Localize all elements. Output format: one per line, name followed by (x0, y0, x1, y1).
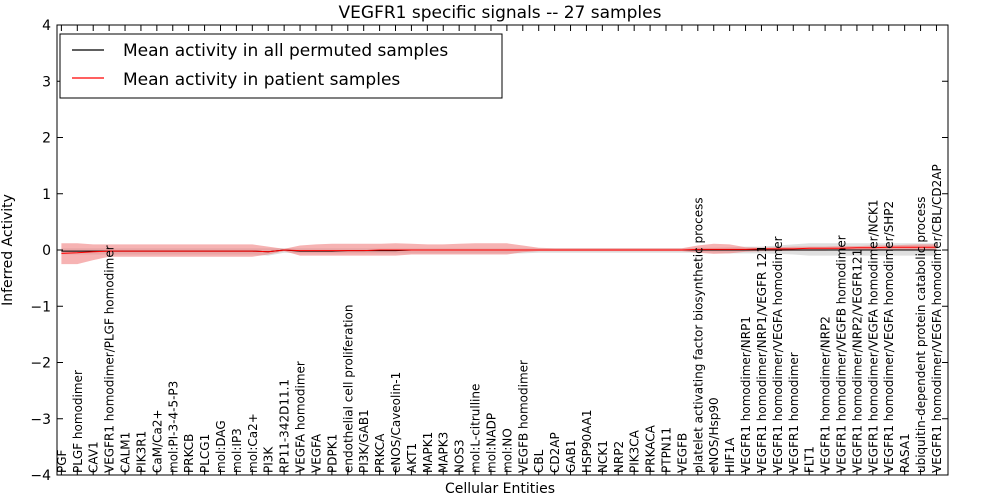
x-tick-label: PI3K/GAB1 (357, 409, 371, 473)
x-tick-label: PGF (55, 449, 69, 473)
x-tick-label: eNOS/Caveolin-1 (389, 372, 403, 473)
x-tick-label: AKT1 (405, 443, 419, 473)
x-tick-label: VEGFB homodimer (516, 360, 530, 473)
x-tick-label: PIK3CA (628, 429, 642, 473)
y-tick-label: 3 (42, 74, 51, 90)
x-tick-label: mol:PI-3-4-5-P3 (166, 381, 180, 473)
x-tick-label: GAB1 (564, 440, 578, 473)
x-tick-label: NOS3 (453, 439, 467, 473)
legend-label-permuted: Mean activity in all permuted samples (123, 41, 448, 61)
x-tick-label: mol:L-citrulline (469, 384, 483, 473)
x-tick-label: VEGFR1 homodimer/VEGFA homodimer/CBL/CD2… (930, 164, 944, 473)
x-tick-label: VEGFR1 homodimer (787, 352, 801, 473)
x-tick-label: RP11-342D11.1 (278, 379, 292, 473)
y-tick-label: −3 (30, 412, 51, 428)
x-tick-label: VEGFR1 homodimer/NRP1 (739, 316, 753, 473)
x-tick-label: PDPK1 (325, 434, 339, 473)
x-tick-label: PLGF homodimer (71, 370, 85, 473)
x-tick-label: mol:NADP (485, 413, 499, 473)
x-tick-label: VEGFB (675, 433, 689, 473)
x-tick-label: NRP2 (612, 441, 626, 473)
confidence-bands (61, 243, 937, 265)
x-tick-label: mol:Ca2+ (246, 413, 260, 473)
y-tick-labels: −4 −3 −2 −1 0 1 2 3 4 (30, 18, 51, 484)
x-tick-labels: PGF PLGF homodimer CAV1 VEGFR1 homodimer/PL… (55, 164, 944, 473)
x-tick-label: VEGFR1 homodimer/NRP2/VEGFR121 (850, 249, 864, 473)
x-tick-label: mol:NO (500, 428, 514, 473)
x-axis-label: Cellular Entities (445, 481, 555, 497)
x-tick-label: HSP90AA1 (580, 409, 594, 473)
y-tick-label: 1 (42, 187, 51, 203)
y-tick-label: 2 (42, 131, 51, 147)
series-lines (61, 246, 937, 254)
chart-title: VEGFR1 specific signals -- 27 samples (339, 3, 662, 23)
x-tick-label: CALM1 (119, 432, 133, 473)
y-tick-label: −2 (30, 356, 51, 372)
x-tick-label: VEGFR1 homodimer/NRP2 (819, 316, 833, 473)
x-tick-label: VEGFA (310, 433, 324, 473)
legend-box (59, 33, 503, 99)
legend-label-patient: Mean activity in patient samples (123, 70, 400, 90)
x-tick-label: CaM/Ca2+ (150, 409, 164, 473)
x-tick-label: VEGFR1 homodimer/PLGF homodimer (103, 245, 117, 473)
x-tick-label: VEGFR1 homodimer/VEGFA homodimer (771, 236, 785, 473)
x-tick-label: FLT1 (803, 446, 817, 473)
x-tick-label: VEGFR1 homodimer/VEGFA homodimer/SHP2 (882, 201, 896, 473)
x-tick-label: PIK3R1 (134, 431, 148, 473)
x-tick-label: PRKCA (373, 433, 387, 473)
band-patient (61, 243, 937, 265)
x-tick-label: MAPK3 (437, 432, 451, 473)
legend: Mean activity in all permuted samples Me… (59, 33, 503, 99)
x-tick-label: VEGFA homodimer (294, 361, 308, 473)
x-tick-label: PRKCB (182, 434, 196, 473)
x-tick-label: PI3K (262, 446, 276, 473)
x-tick-label: platelet activating factor biosynthetic … (691, 197, 705, 473)
x-tick-label: MAPK1 (421, 432, 435, 473)
x-tick-label: PLCG1 (198, 434, 212, 473)
series-line-patient (61, 246, 937, 254)
x-tick-label: mol:DAG (214, 420, 228, 473)
x-tick-label: CAV1 (87, 441, 101, 473)
y-tick-label: −1 (30, 299, 51, 315)
x-tick-label: CD2AP (548, 432, 562, 473)
x-tick-label: mol:IP3 (230, 428, 244, 473)
x-tick-label: ubiquitin-dependent protein catabolic pr… (914, 197, 928, 473)
x-tick-label: RASA1 (898, 433, 912, 473)
x-tick-label: PTPN11 (660, 427, 674, 473)
x-tick-label: PRKACA (644, 424, 658, 473)
x-tick-label: VEGFR1 homodimer/VEGFB homodimer (835, 235, 849, 473)
y-tick-label: 0 (42, 243, 51, 259)
x-tick-label: eNOS/Hsp90 (707, 397, 721, 473)
x-tick-label: endothelial cell proliferation (341, 305, 355, 473)
x-tick-label: HIF1A (723, 437, 737, 473)
y-axis-label: Inferred Activity (0, 194, 16, 306)
y-tick-label: 4 (42, 18, 51, 34)
x-tick-label: CBL (532, 449, 546, 473)
y-tick-label: −4 (30, 468, 51, 484)
x-tick-label: VEGFR1 homodimer/VEGFA homodimer/NCK1 (866, 199, 880, 473)
x-tick-label: VEGFR1 homodimer/NRP1/VEGFR 121 (755, 245, 769, 473)
x-tick-label: NCK1 (596, 440, 610, 473)
